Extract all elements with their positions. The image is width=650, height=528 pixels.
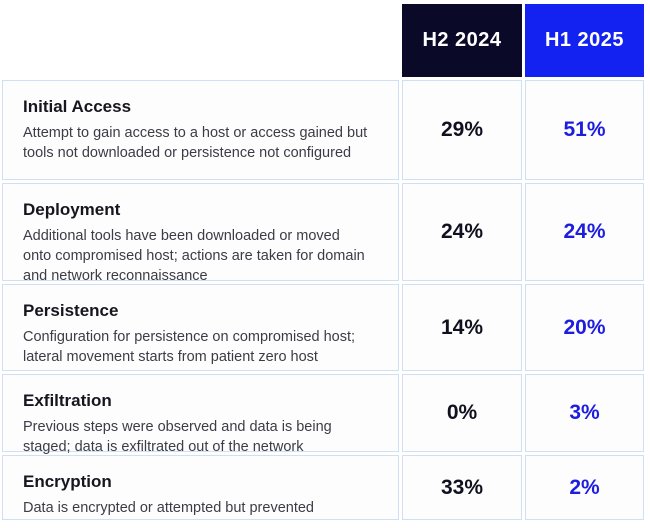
stage-description: Additional tools have been downloaded or…	[23, 228, 365, 284]
stage-title: Initial Access	[23, 97, 132, 116]
table-row-stage-encryption: Encryption Data is encrypted or attempte…	[2, 455, 399, 520]
value-cell-h2-2024: 29%	[402, 80, 522, 180]
value-cell-h2-2024: 14%	[402, 284, 522, 371]
stage-title: Encryption	[23, 472, 112, 491]
column-header-h1-2025: H1 2025	[525, 4, 644, 77]
value-cell-h1-2025: 24%	[525, 183, 644, 281]
stage-description: Previous steps were observed and data is…	[23, 419, 332, 455]
column-header-h1-2025-label: H1 2025	[544, 29, 625, 51]
stage-title: Exfiltration	[23, 391, 112, 410]
value-cell-h2-2024: 0%	[402, 374, 522, 452]
table-row-stage-deployment: Deployment Additional tools have been do…	[2, 183, 399, 284]
stage-description: Configuration for persistence on comprom…	[23, 329, 356, 365]
header-spacer	[2, 4, 399, 77]
value-cell-h2-2024: 24%	[402, 183, 522, 281]
value-cell-h2-2024: 33%	[402, 455, 522, 520]
table-row-stage-exfiltration: Exfiltration Previous steps were observe…	[2, 374, 399, 455]
value-cell-h1-2025: 20%	[525, 284, 644, 371]
value-cell-h1-2025: 51%	[525, 80, 644, 180]
table-row-stage-persistence: Persistence Configuration for persistenc…	[2, 284, 399, 371]
comparison-table: H2 2024 H1 2025 Initial Access Attempt t…	[2, 4, 644, 520]
stage-description: Data is encrypted or attempted but preve…	[23, 500, 314, 516]
table-row-stage-initial-access: Initial Access Attempt to gain access to…	[2, 80, 399, 180]
column-header-h2-2024-label: H2 2024	[422, 29, 502, 51]
stage-title: Deployment	[23, 200, 121, 219]
stage-title: Persistence	[23, 301, 119, 320]
column-header-h2-2024: H2 2024	[402, 4, 522, 77]
value-cell-h1-2025: 2%	[525, 455, 644, 520]
value-cell-h1-2025: 3%	[525, 374, 644, 452]
stage-description: Attempt to gain access to a host or acce…	[23, 125, 368, 161]
